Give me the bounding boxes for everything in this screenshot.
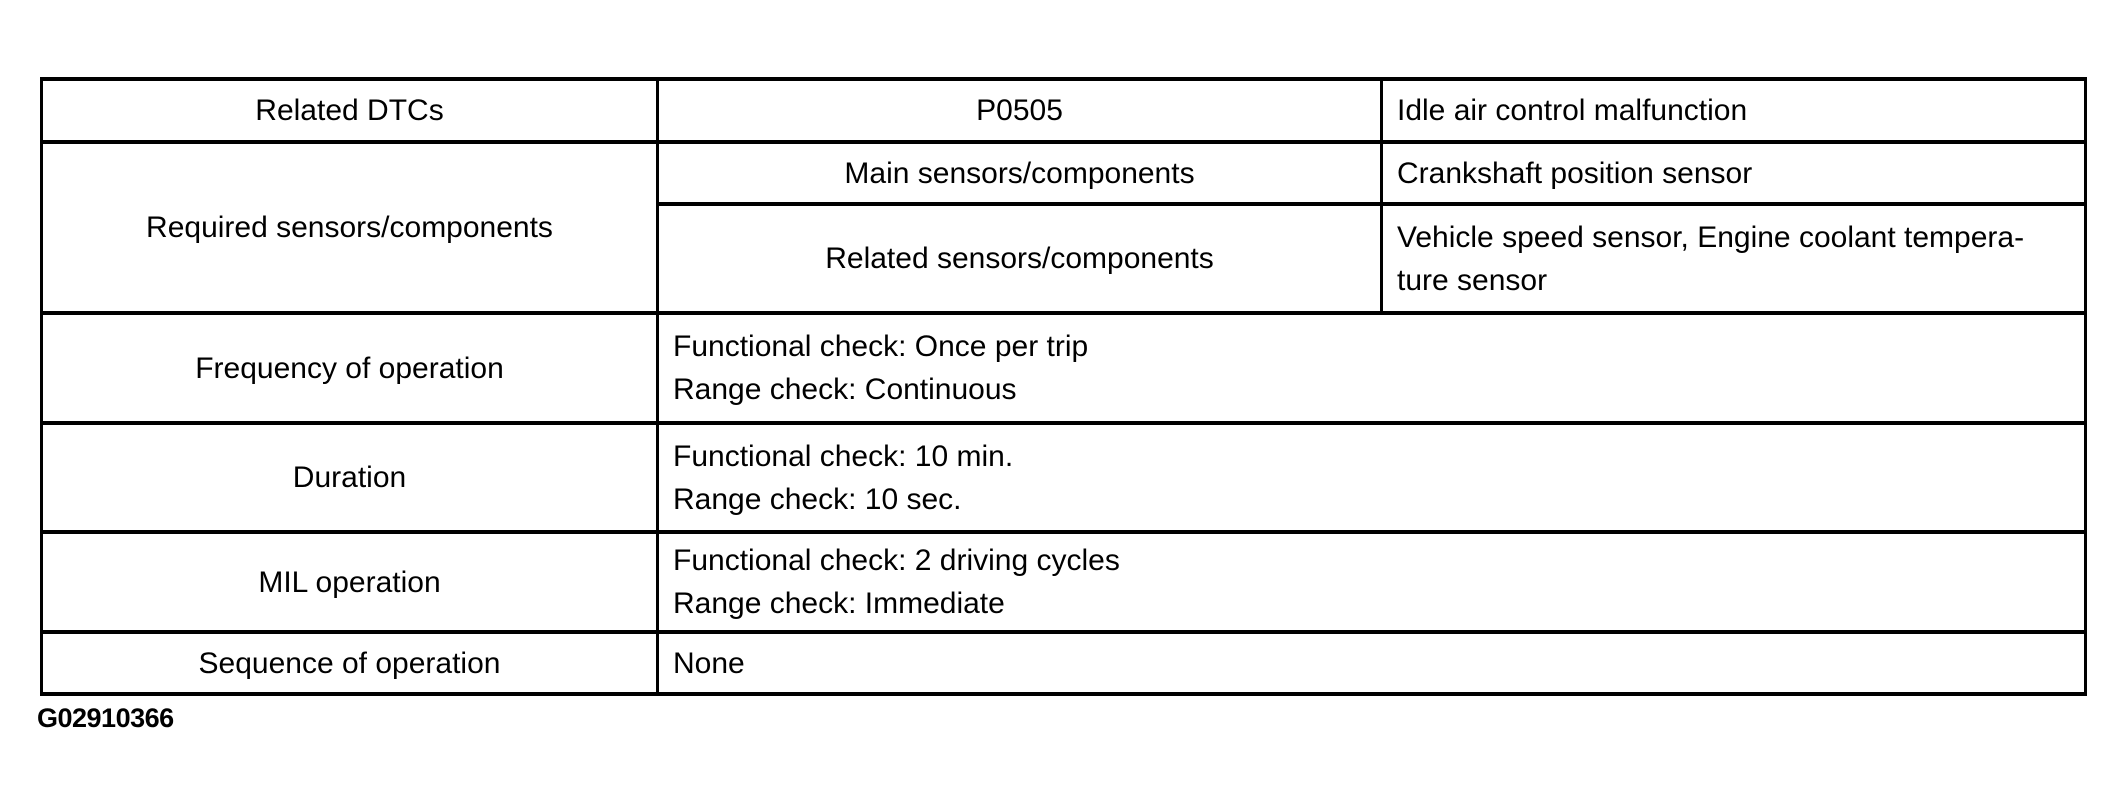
mil-operation-value-cell: Functional check: 2 driving cycles Range… [656,530,2087,634]
table-row: Duration Functional check: 10 min. Range… [40,421,2087,534]
related-sensors-value-cell: Vehicle speed sensor, Engine coolant tem… [1380,202,2087,315]
main-sensors-value-cell: Crankshaft position sensor [1380,140,2087,206]
sequence-value-cell: None [656,630,2087,696]
frequency-label-cell: Frequency of operation [40,311,659,425]
table-row: Related DTCs P0505 Idle air control malf… [40,77,2087,144]
dtc-info-table: Related DTCs P0505 Idle air control malf… [40,77,2087,696]
dtc-description-cell: Idle air control malfunction [1380,77,2087,144]
table-row: MIL operation Functional check: 2 drivin… [40,530,2087,634]
required-sensors-label-cell: Required sensors/components [40,140,659,315]
dtc-code-cell: P0505 [656,77,1383,144]
table-row: Frequency of operation Functional check:… [40,311,2087,425]
mil-operation-label-cell: MIL operation [40,530,659,634]
frequency-value-cell: Functional check: Once per trip Range ch… [656,311,2087,425]
duration-value-cell: Functional check: 10 min. Range check: 1… [656,421,2087,534]
table-row: Sequence of operation None [40,630,2087,696]
table-row: Related sensors/components Vehicle speed… [42,202,2087,315]
related-sensors-label-cell: Related sensors/components [656,202,1383,315]
sequence-label-cell: Sequence of operation [40,630,659,696]
related-dtcs-label-cell: Related DTCs [40,77,659,144]
table-row: Required sensors/components Main sensors… [40,140,2087,315]
main-sensors-label-cell: Main sensors/components [656,140,1383,206]
figure-id: G02910366 [37,703,174,733]
duration-label-cell: Duration [40,421,659,534]
